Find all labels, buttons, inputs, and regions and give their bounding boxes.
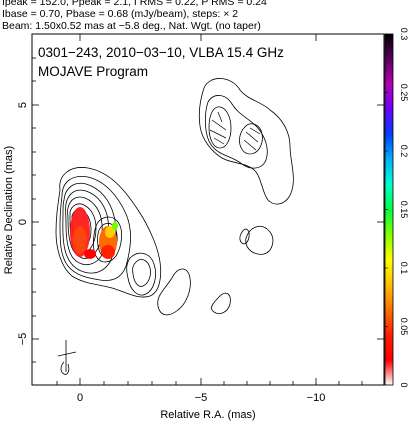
header-stats-line-2: Ibase = 0.70, Pbase = 0.68 (mJy/beam), s… bbox=[2, 8, 239, 20]
plot-subtitle: MOJAVE Program bbox=[38, 64, 148, 79]
lobe-contour-1 bbox=[198, 78, 294, 205]
x-ticks bbox=[56, 34, 363, 385]
header-beam-line: Beam: 1.50x0.52 mas at −5.8 deg., Nat. W… bbox=[2, 20, 261, 32]
x-tick-label-1: −5 bbox=[195, 392, 208, 404]
y-tick-label-1: 0 bbox=[17, 219, 29, 225]
contour-map bbox=[55, 78, 294, 375]
lobe-contour-2 bbox=[204, 95, 268, 169]
core-contour-2 bbox=[59, 175, 131, 281]
knot-yellow-spot bbox=[105, 226, 115, 238]
y-tick-label-0: 5 bbox=[17, 102, 29, 108]
colorbar-tick-label: 0.3 bbox=[399, 28, 409, 41]
jet-contour-c bbox=[157, 268, 191, 316]
plot-title: 0301−243, 2010−03−10, VLBA 15.4 GHz bbox=[38, 45, 284, 60]
colorbar-ticks: 0.3 0.25 0.2 0.15 0.1 0.05 0 bbox=[385, 28, 409, 388]
y-ticks bbox=[32, 57, 384, 363]
jet-contour-b bbox=[132, 259, 151, 287]
x-tick-label-2: −10 bbox=[307, 392, 326, 404]
jet-contour-d bbox=[211, 292, 231, 314]
colorbar-tick-label: 0 bbox=[399, 382, 409, 387]
core-red-lower bbox=[84, 249, 96, 259]
colorbar-tick-label: 0.25 bbox=[399, 84, 409, 102]
knot-green-spot bbox=[112, 222, 118, 230]
x-axis-label: Relative R.A. (mas) bbox=[160, 409, 255, 421]
core-inner-region bbox=[73, 226, 87, 254]
jet-knot-contour-1 bbox=[92, 216, 122, 263]
colorbar-tick-label: 0.05 bbox=[399, 318, 409, 336]
plot-frame bbox=[31, 33, 385, 386]
colorbar-tick-label: 0.15 bbox=[399, 201, 409, 219]
lobe-contour-4 bbox=[239, 123, 263, 155]
colorbar-tick-label: 0.2 bbox=[399, 145, 409, 158]
lobe-tail bbox=[245, 225, 274, 255]
core-contour-1 bbox=[55, 167, 162, 298]
colorbar-tick-label: 0.1 bbox=[399, 262, 409, 275]
beam-marker bbox=[57, 340, 77, 375]
lobe-contour-3 bbox=[208, 106, 232, 149]
jet-contour-a bbox=[126, 252, 156, 296]
y-axis-label: Relative Declination (mas) bbox=[3, 146, 15, 274]
polarization-ticks bbox=[209, 111, 261, 151]
polarized-intensity-colors bbox=[70, 207, 118, 259]
core-contour-4 bbox=[65, 189, 109, 266]
header-stats-line-1: Ipeak = 152.0, Ppeak = 2.1, I RMS = 0.22… bbox=[2, 0, 267, 8]
jet-contour-e bbox=[239, 228, 250, 245]
core-contour-3 bbox=[62, 182, 117, 274]
knot-red-lower bbox=[101, 245, 115, 259]
x-tick-label-0: 0 bbox=[77, 392, 83, 404]
y-tick-label-2: −5 bbox=[17, 333, 29, 346]
